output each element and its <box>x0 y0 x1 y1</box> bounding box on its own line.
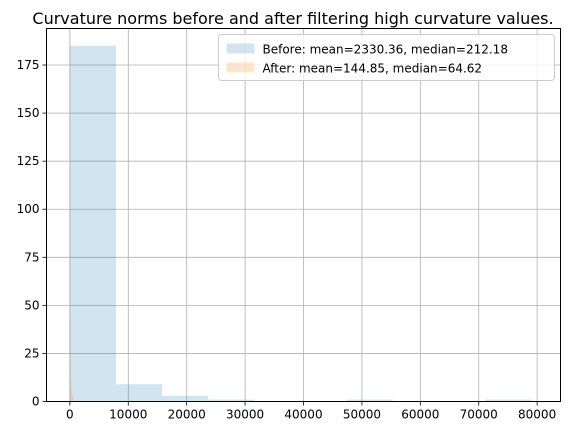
y-tick-label: 25 <box>24 346 39 360</box>
x-tick-label: 10000 <box>109 408 147 422</box>
y-tick-label: 175 <box>17 58 40 72</box>
histogram-bar-series-1 <box>162 396 208 402</box>
bars-layer <box>70 46 531 402</box>
chart-title: Curvature norms before and after filteri… <box>32 9 553 28</box>
y-tick-label: 150 <box>17 106 40 120</box>
x-tick-label: 30000 <box>226 408 264 422</box>
y-tick-label: 0 <box>32 395 40 409</box>
x-tick-label: 50000 <box>343 408 381 422</box>
legend-swatch <box>227 63 255 73</box>
x-tick-label: 40000 <box>284 408 322 422</box>
legend-label: Before: mean=2330.36, median=212.18 <box>263 43 508 57</box>
y-axis: 0 25 50 75 100 125 150 175 <box>17 58 47 408</box>
x-tick-label: 20000 <box>168 408 206 422</box>
y-tick-label: 75 <box>24 250 39 264</box>
legend: Before: mean=2330.36, median=212.18 After… <box>219 35 555 81</box>
y-tick-label: 50 <box>24 298 39 312</box>
x-tick-label: 0 <box>66 408 74 422</box>
legend-swatch <box>227 44 255 54</box>
y-tick-label: 125 <box>17 154 40 168</box>
grid-layer <box>47 29 561 402</box>
histogram-bar-series-1 <box>116 384 162 401</box>
histogram-bar-series-1 <box>70 46 116 402</box>
y-tick-label: 100 <box>17 202 40 216</box>
x-tick-label: 70000 <box>460 408 498 422</box>
x-tick-label: 60000 <box>401 408 439 422</box>
x-tick-label: 80000 <box>518 408 556 422</box>
legend-label: After: mean=144.85, median=64.62 <box>263 62 483 76</box>
x-axis: 0 10000 20000 30000 40000 50000 60000 70000 8000… <box>66 402 556 422</box>
